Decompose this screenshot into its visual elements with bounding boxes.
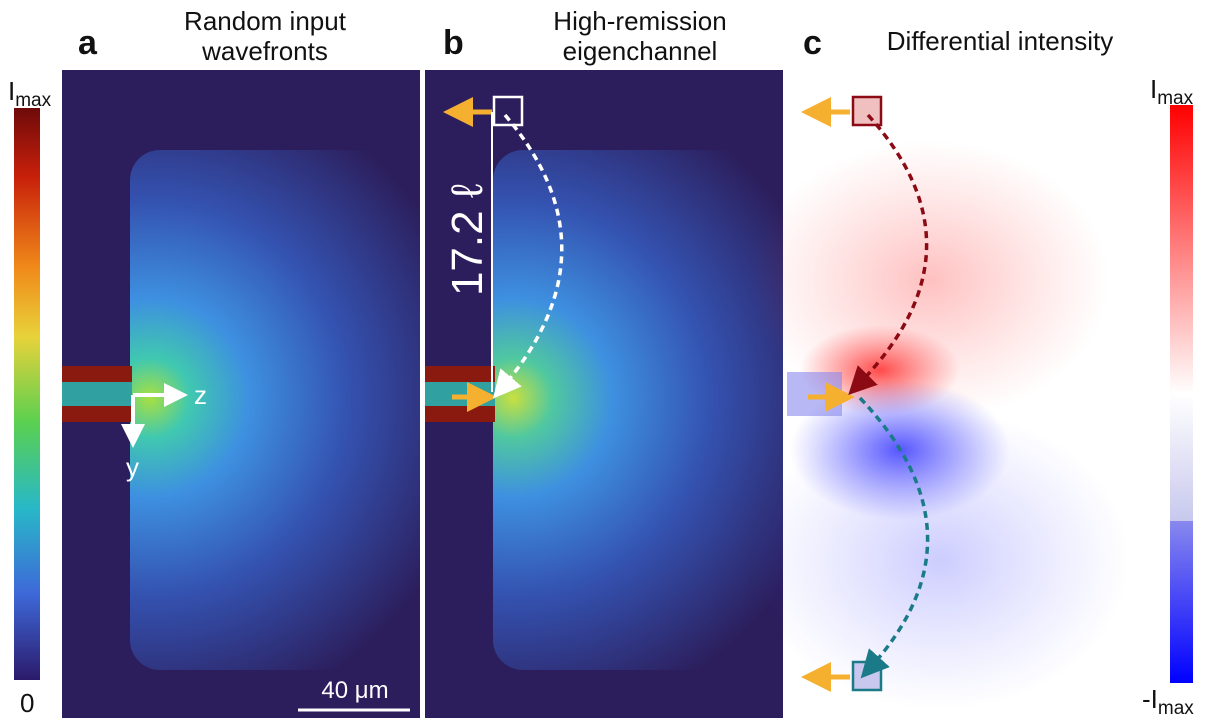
panel-letter: c bbox=[803, 24, 822, 62]
y-label: y bbox=[126, 452, 139, 482]
label-main: I bbox=[8, 76, 15, 106]
colorbar bbox=[14, 108, 40, 680]
label-sub: max bbox=[15, 90, 51, 111]
distance-label: 17.2 ℓ bbox=[443, 184, 492, 296]
path-arc bbox=[848, 113, 929, 396]
scale-bar-label: 40 μm bbox=[321, 677, 388, 704]
panel-letter: b bbox=[443, 24, 464, 62]
panel-letter: a bbox=[78, 24, 98, 62]
colorbar-min-label: -Imax bbox=[1142, 684, 1194, 719]
z-label: z bbox=[194, 380, 207, 410]
colorbar-min-label: 0 bbox=[20, 688, 34, 718]
detection-box bbox=[492, 95, 524, 127]
label-main: -I bbox=[1142, 684, 1158, 714]
input-channel bbox=[787, 372, 842, 416]
input-channel-core bbox=[62, 382, 132, 406]
panel-title: High-remission bbox=[553, 6, 726, 36]
input-channel-core bbox=[425, 382, 495, 406]
intensity-glow bbox=[130, 150, 420, 670]
negative-region bbox=[750, 410, 1130, 710]
intensity-glow bbox=[493, 150, 783, 670]
panel-title: Random input bbox=[184, 6, 347, 36]
label-main: I bbox=[1150, 74, 1157, 104]
detection-box bbox=[851, 660, 883, 692]
detection-box bbox=[851, 95, 883, 127]
panel-title: wavefronts bbox=[201, 36, 328, 66]
path-arc bbox=[492, 113, 564, 399]
colorbar bbox=[1170, 105, 1193, 683]
label-sub: max bbox=[1157, 88, 1193, 109]
panel-title: Differential intensity bbox=[887, 26, 1113, 56]
panel-title: eigenchannel bbox=[563, 36, 718, 66]
colorbar-max-label: Imax bbox=[8, 76, 52, 111]
label-sub: max bbox=[1158, 698, 1194, 719]
colorbar-max-label: Imax bbox=[1150, 74, 1194, 109]
